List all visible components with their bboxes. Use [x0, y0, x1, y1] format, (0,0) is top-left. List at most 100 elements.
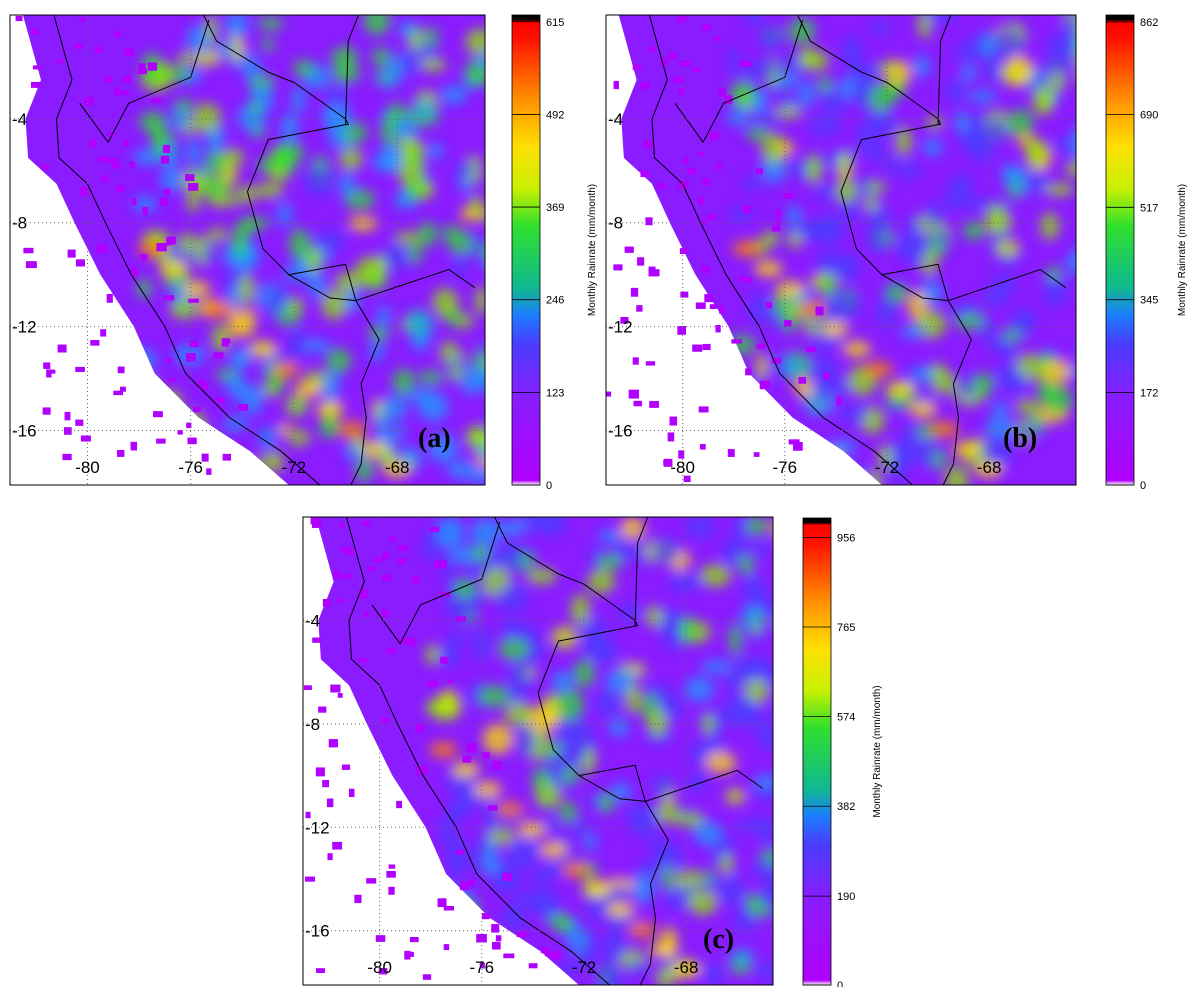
- rain-cell: [495, 801, 524, 818]
- rain-speck: [177, 430, 183, 435]
- rain-cell: [1004, 54, 1034, 87]
- rain-speck: [677, 16, 683, 24]
- colorbar-tick-label: 0: [546, 480, 552, 492]
- rain-speck: [409, 936, 419, 943]
- rain-speck: [201, 453, 209, 462]
- rain-cell: [866, 139, 884, 162]
- rain-cell: [1078, 127, 1095, 156]
- rain-speck: [545, 951, 553, 957]
- border-line: [53, 15, 321, 485]
- rain-cell: [725, 788, 746, 805]
- rain-cell: [280, 113, 299, 143]
- colorbar-tick-label: 690: [1140, 109, 1158, 121]
- rain-cell: [335, 272, 362, 293]
- rain-cell: [751, 110, 779, 125]
- rain-cell: [745, 893, 760, 910]
- rain-cell: [253, 183, 284, 198]
- rain-cell: [788, 230, 804, 249]
- rain-speck: [185, 352, 196, 362]
- rain-cell: [1066, 251, 1076, 275]
- rain-speck: [540, 946, 550, 954]
- rain-cell: [191, 49, 222, 67]
- rain-speck: [120, 386, 126, 392]
- rain-cell: [661, 866, 675, 891]
- rain-cell: [247, 101, 261, 115]
- rain-speck: [455, 616, 466, 622]
- border-line: [494, 517, 669, 985]
- rain-cell: [770, 521, 773, 535]
- rain-speck: [699, 444, 706, 450]
- rain-cell: [687, 889, 718, 916]
- rain-speck: [109, 157, 118, 164]
- rain-speck: [163, 188, 171, 196]
- y-tick-label: -8: [305, 715, 320, 734]
- border-line: [345, 15, 359, 125]
- rain-cell: [348, 216, 378, 232]
- rain-cell: [1042, 278, 1071, 293]
- rain-cell: [1015, 424, 1044, 439]
- rain-cell: [588, 635, 613, 656]
- rain-cell: [1065, 161, 1076, 177]
- rain-speck: [443, 906, 455, 911]
- rain-cell: [160, 260, 189, 277]
- rain-cell: [665, 887, 688, 911]
- rain-cell: [867, 206, 892, 230]
- rain-speck: [628, 389, 639, 399]
- rain-cell: [207, 134, 223, 155]
- rain-cell: [236, 185, 256, 204]
- rain-speck: [130, 441, 138, 451]
- rain-speck: [192, 406, 201, 412]
- rain-cell: [883, 155, 897, 172]
- y-tick-label: -16: [608, 421, 633, 440]
- rain-speck: [756, 343, 766, 350]
- rain-cell: [704, 962, 723, 985]
- rain-cell: [471, 545, 489, 561]
- rain-speck: [678, 87, 685, 96]
- rain-cell: [308, 269, 326, 299]
- map-panel: -80 -76 -72 -68 -4 -8 -12 -16 (b) 0 172 345 517 690 86…: [605, 14, 1188, 492]
- rain-cell: [620, 517, 645, 540]
- rain-speck: [131, 267, 138, 277]
- rain-cell: [1044, 385, 1073, 415]
- rain-speck: [433, 560, 442, 565]
- rain-cell: [445, 648, 461, 664]
- rain-speck: [223, 338, 231, 344]
- rain-cell: [554, 916, 573, 934]
- rain-speck: [739, 60, 749, 67]
- rain-speck: [75, 419, 84, 426]
- rain-speck: [162, 144, 171, 153]
- rain-cell: [902, 423, 920, 449]
- rain-cell: [776, 621, 795, 637]
- rain-speck: [681, 156, 689, 165]
- rain-cell: [1041, 359, 1074, 384]
- rain-cell: [666, 843, 682, 871]
- rain-cell: [487, 409, 506, 428]
- rain-cell: [905, 216, 920, 237]
- rain-cell: [392, 425, 406, 439]
- rain-cell: [815, 212, 845, 245]
- rain-speck: [698, 152, 705, 157]
- rain-cell: [980, 316, 995, 339]
- rain-speck: [753, 452, 760, 457]
- rain-speck: [503, 953, 515, 959]
- rain-cell: [984, 417, 1016, 439]
- rain-cell: [354, 256, 386, 287]
- x-tick-label: -72: [572, 958, 597, 977]
- rain-speck: [114, 86, 120, 96]
- rain-cell: [749, 542, 772, 556]
- rain-cell: [483, 351, 485, 366]
- rain-cell: [631, 873, 655, 904]
- rain-cell: [382, 395, 408, 421]
- rain-speck: [56, 59, 64, 64]
- colorbar-label: Monthly Rainrate (mm/month): [1177, 184, 1188, 316]
- rain-cell: [727, 47, 740, 76]
- rain-speck: [32, 65, 42, 70]
- rain-speck: [165, 357, 172, 363]
- rain-speck: [692, 344, 703, 352]
- rain-cell: [186, 194, 200, 212]
- rain-cell: [448, 366, 464, 381]
- rain-speck: [187, 183, 199, 191]
- rain-cell: [288, 429, 311, 446]
- rain-cell: [205, 150, 226, 176]
- rain-cell: [774, 105, 803, 119]
